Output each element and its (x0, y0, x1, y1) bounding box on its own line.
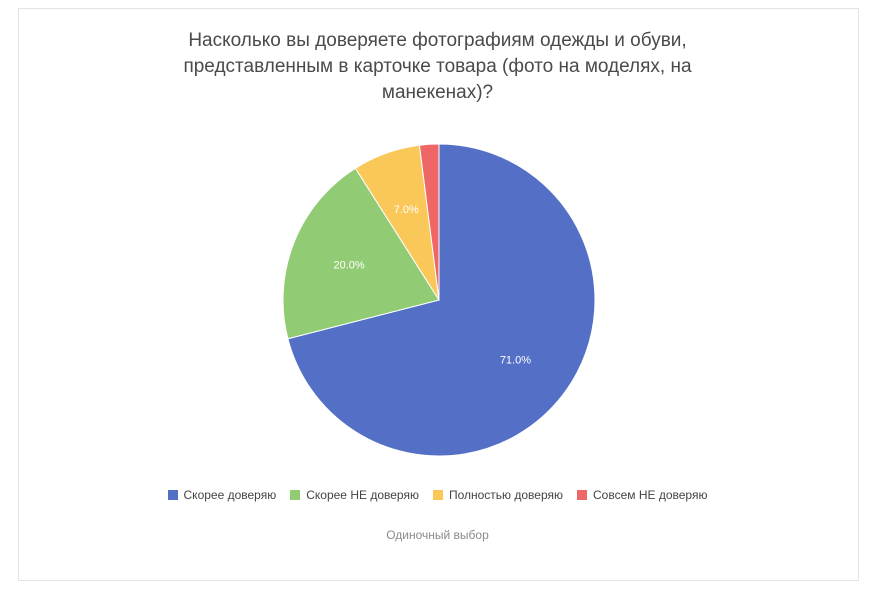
chart-footnote: Одиночный выбор (386, 528, 489, 542)
legend-item-polnostyu-doveryayu[interactable]: Полностью доверяю (432, 488, 563, 502)
legend-swatch (577, 490, 587, 500)
slice-data-label: 20.0% (333, 259, 364, 271)
chart-title-line: Насколько вы доверяете фотографиям одежд… (188, 30, 687, 51)
legend-item-skoree-ne-doveryayu[interactable]: Скорее НЕ доверяю (290, 488, 419, 502)
legend-label: Совсем НЕ доверяю (593, 488, 708, 502)
slice-data-label: 7.0% (394, 204, 419, 216)
chart-legend: Скорее доверяю Скорее НЕ доверяю Полност… (0, 488, 875, 502)
pie-slice[interactable] (418, 143, 440, 301)
legend-item-skoree-doveryayu[interactable]: Скорее доверяю (167, 488, 277, 502)
legend-swatch (167, 490, 178, 500)
chart-title-line: представленным в карточке товара (фото н… (183, 56, 692, 77)
pie-slice[interactable] (282, 167, 440, 340)
pie-slice[interactable] (287, 143, 596, 457)
slice-data-label: 71.0% (500, 354, 531, 366)
legend-label: Скорее доверяю (183, 488, 277, 502)
legend-swatch (290, 490, 301, 500)
legend-swatch (432, 490, 443, 500)
legend-item-sovsem-ne-doveryayu[interactable]: Совсем НЕ доверяю (577, 488, 707, 502)
chart-title: Насколько вы доверяете фотографиям одежд… (0, 28, 875, 106)
chart-title-line: манекенах)? (381, 82, 494, 103)
legend-label: Полностью доверяю (448, 488, 563, 502)
legend-label: Скорее НЕ доверяю (306, 488, 419, 502)
